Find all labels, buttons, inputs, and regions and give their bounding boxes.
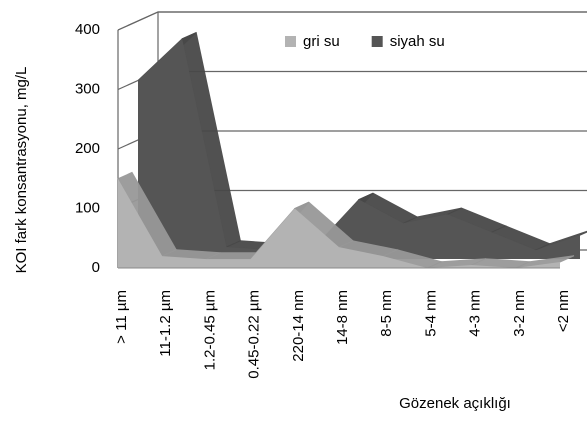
- x-axis-label: Gözenek açıklığı: [399, 395, 511, 412]
- y-tick-label: 300: [75, 80, 100, 97]
- x-tick-label: > 11 µm: [113, 290, 130, 344]
- x-tick-label: 1.2-0.45 µm: [201, 290, 218, 370]
- x-tick-label: 0.45-0.22 µm: [246, 290, 263, 379]
- x-tick-label: 220-14 nm: [290, 290, 307, 362]
- y-tick-label: 100: [75, 199, 100, 216]
- x-tick-label: 8-5 nm: [378, 290, 395, 337]
- y-axis-label: KOI fark konsantrasyonu, mg/L: [13, 67, 30, 274]
- y-tick-label: 400: [75, 21, 100, 38]
- x-tick-label: <2 nm: [555, 290, 572, 332]
- grid-line: [117, 11, 587, 31]
- legend-swatch: [285, 36, 296, 47]
- area: [138, 38, 580, 259]
- legend-label: siyah su: [390, 33, 445, 50]
- x-tick-label: 5-4 nm: [422, 290, 439, 337]
- frame: [117, 11, 587, 31]
- legend-label: gri su: [303, 33, 340, 50]
- y-tick-label: 0: [92, 259, 100, 276]
- x-tick-label: 14-8 nm: [334, 290, 351, 345]
- area: [118, 178, 560, 268]
- legend-swatch: [371, 36, 383, 47]
- x-tick-label: 3-2 nm: [511, 290, 528, 337]
- y-tick-label: 200: [75, 140, 100, 157]
- x-tick-label: 4-3 nm: [467, 290, 484, 337]
- area-depth: [535, 230, 587, 251]
- x-tick-label: 11-1.2 µm: [157, 290, 174, 357]
